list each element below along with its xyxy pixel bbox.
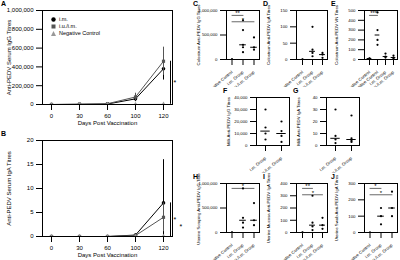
svg-text:20,000: 20,000 [234,119,248,124]
svg-text:200: 200 [280,205,288,210]
svg-text:*: * [312,190,315,196]
svg-text:*: * [180,223,183,230]
svg-text:i.u./i.m. Group: i.u./i.m. Group [232,69,256,87]
svg-text:i.u./i.m. Group: i.u./i.m. Group [300,69,324,87]
svg-text:30: 30 [76,245,83,251]
svg-text:i.u./i.m. Group: i.u./i.m. Group [259,155,283,173]
svg-text:Uterine Scraping Anti-PEDV IgG: Uterine Scraping Anti-PEDV IgG Titres [196,173,201,245]
svg-text:Days Post Vaccination: Days Post Vaccination [78,120,138,126]
svg-text:30,000: 30,000 [234,107,248,112]
svg-text:400: 400 [280,181,288,186]
svg-text:200,000: 200,000 [12,83,34,89]
svg-text:60: 60 [104,113,111,119]
svg-text:Uterine Mucosa Anti-PEDV IgA T: Uterine Mucosa Anti-PEDV IgA Titres [266,173,271,243]
svg-text:300: 300 [348,27,356,32]
svg-text:i.u./i.m. Group: i.u./i.m. Group [370,242,394,260]
svg-text:100: 100 [130,245,141,251]
svg-text:i.u./i.m. Group: i.u./i.m. Group [232,242,256,260]
svg-text:0: 0 [285,57,288,62]
svg-text:5: 5 [30,209,34,215]
svg-text:0: 0 [50,245,54,251]
svg-text:400,000: 400,000 [12,64,34,70]
svg-text:**: ** [305,183,310,189]
svg-text:10: 10 [313,131,318,136]
svg-text:0: 0 [50,113,54,119]
svg-text:100: 100 [348,214,356,219]
svg-text:0: 0 [30,233,34,239]
svg-text:Colostrum Anti-PEDV VN Titres: Colostrum Anti-PEDV VN Titres [334,5,339,65]
svg-text:0: 0 [30,101,34,107]
svg-text:*: * [174,216,177,223]
svg-text:40,000: 40,000 [234,95,248,100]
svg-text:500,000: 500,000 [202,32,218,37]
svg-text:50: 50 [283,41,288,46]
svg-text:0: 0 [353,57,356,62]
svg-text:150: 150 [280,8,288,13]
svg-text:100: 100 [280,218,288,223]
svg-text:*: * [242,17,245,23]
svg-text:800,000: 800,000 [12,26,34,32]
svg-text:300: 300 [280,193,288,198]
svg-text:30: 30 [313,107,318,112]
svg-text:15: 15 [27,161,34,167]
svg-text:200: 200 [348,197,356,202]
svg-text:120: 120 [158,113,169,119]
svg-text:Colostrum Anti-PEDV IgG Titres: Colostrum Anti-PEDV IgG Titres [196,5,201,66]
svg-text:0: 0 [215,57,218,62]
svg-text:30: 30 [76,113,83,119]
svg-text:300: 300 [348,181,356,186]
svg-text:Colostrum Anti-PEDV IgA Titres: Colostrum Anti-PEDV IgA Titres [266,5,271,65]
svg-text:***: *** [370,10,378,16]
svg-text:500: 500 [348,8,356,13]
svg-text:0: 0 [315,143,318,148]
svg-text:200: 200 [348,37,356,42]
svg-text:i.u./i.m. Group: i.u./i.m. Group [329,155,353,173]
svg-text:Anti-PEDV Serum IgG Titres: Anti-PEDV Serum IgG Titres [6,20,12,96]
svg-text:i.u./i.m. Group: i.u./i.m. Group [300,242,324,260]
svg-text:1,000,000: 1,000,000 [198,181,218,186]
svg-text:500,000: 500,000 [202,205,218,210]
svg-text:100: 100 [280,24,288,29]
svg-text:*: * [380,190,383,196]
svg-text:*: * [174,79,177,86]
svg-text:**: ** [235,10,240,16]
svg-text:0: 0 [353,230,356,235]
svg-text:20: 20 [27,137,34,143]
svg-text:Days Post Vaccination: Days Post Vaccination [78,252,138,258]
svg-text:100: 100 [348,47,356,52]
svg-text:Milk Anti-PEDV IgG Titres: Milk Anti-PEDV IgG Titres [226,97,231,146]
svg-text:40: 40 [313,95,318,100]
svg-text:Milk Anti-PEDV IgA Titres: Milk Anti-PEDV IgA Titres [296,97,301,145]
svg-text:0: 0 [215,230,218,235]
svg-text:Uterine Swab Anti-PEDV IgA Tit: Uterine Swab Anti-PEDV IgA Titres [334,175,339,241]
svg-text:1,000,000: 1,000,000 [7,7,34,13]
svg-text:1,000,000: 1,000,000 [198,8,218,13]
svg-text:100: 100 [130,113,141,119]
svg-text:Anti-PEDV Serum IgA Titres: Anti-PEDV Serum IgA Titres [6,151,12,226]
svg-text:0: 0 [245,143,248,148]
svg-text:60: 60 [104,245,111,251]
svg-text:20: 20 [313,119,318,124]
svg-text:10: 10 [27,185,34,191]
svg-text:120: 120 [158,245,169,251]
svg-text:*: * [242,183,245,189]
svg-text:0: 0 [285,230,288,235]
svg-text:*: * [374,183,377,189]
svg-text:600,000: 600,000 [12,45,34,51]
svg-text:i.u./i.m. Group: i.u./i.m. Group [371,69,395,87]
svg-text:10,000: 10,000 [234,131,248,136]
svg-text:400: 400 [348,18,356,23]
